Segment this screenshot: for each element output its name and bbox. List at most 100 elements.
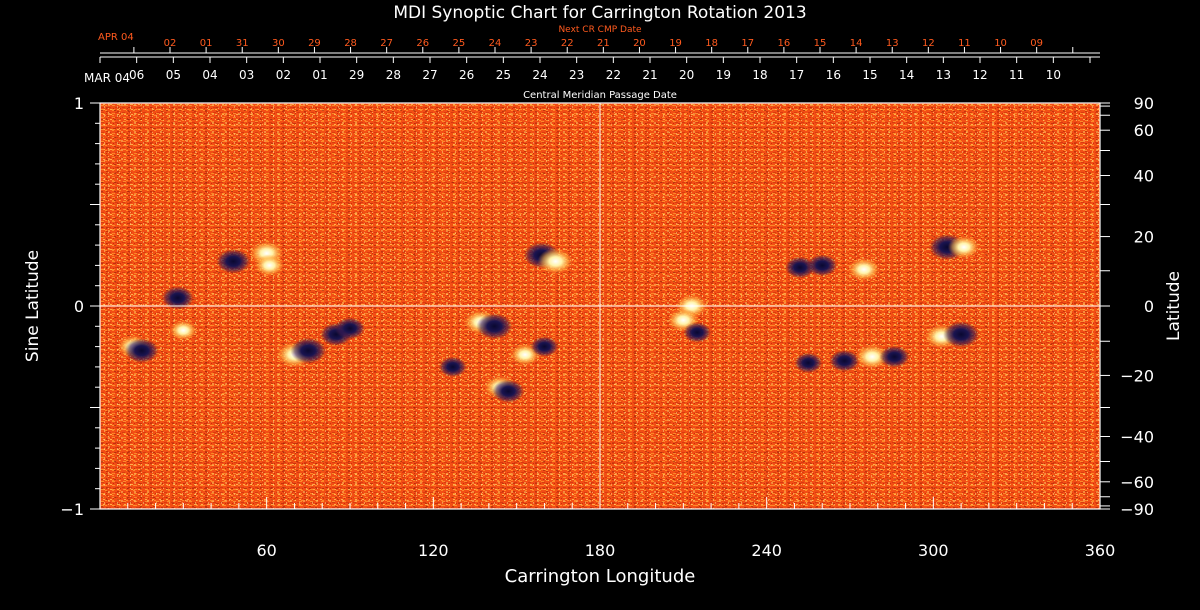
active-region-positive	[537, 248, 574, 275]
x-tick-label: 300	[918, 541, 949, 560]
cmp-start-label: MAR 04	[84, 71, 130, 85]
active-region-negative	[438, 356, 467, 378]
cmp-date-label: 24	[532, 68, 547, 82]
active-region-negative	[530, 336, 559, 357]
active-region-positive	[254, 254, 285, 277]
active-region-negative	[290, 337, 327, 364]
cmp-date-label: 27	[422, 68, 437, 82]
next-cmp-date-label: 28	[344, 38, 357, 49]
next-cmp-date-label: 29	[308, 38, 321, 49]
x-tick-label: 360	[1085, 541, 1116, 560]
grid-lines	[100, 103, 1100, 509]
y-right-tick-label: 60	[1134, 121, 1154, 140]
active-region-negative	[943, 321, 980, 348]
active-region-positive	[847, 257, 880, 282]
next-cmp-axis-label: Next CR CMP Date	[558, 25, 642, 35]
x-tick-label: 60	[256, 541, 276, 560]
y-left-tick-label: −1	[60, 500, 84, 519]
next-cmp-date-label: 11	[958, 38, 971, 49]
cmp-date-label: 19	[716, 68, 731, 82]
next-cmp-axis: 02 01 31 30 29 28 27 26 25 24 23 22 21 20 19 18 17 16 15 14…	[100, 38, 1100, 54]
next-cmp-date-label: 23	[525, 38, 538, 49]
active-region-negative	[879, 345, 910, 368]
cmp-date-label: 26	[459, 68, 474, 82]
y-right-tick-label: −60	[1120, 473, 1154, 492]
cmp-date-label: 25	[496, 68, 511, 82]
next-cmp-date-label: 13	[886, 38, 899, 49]
active-region-negative	[476, 313, 513, 340]
next-cmp-date-label: 20	[633, 38, 646, 49]
x-tick-label: 180	[585, 541, 616, 560]
active-region-negative	[161, 286, 194, 310]
next-cmp-date-label: 22	[561, 38, 574, 49]
next-cmp-date-label: 24	[489, 38, 502, 49]
cmp-date-label: 17	[789, 68, 804, 82]
y-right-tick-label: 20	[1134, 228, 1154, 247]
cmp-date-label: 15	[862, 68, 877, 82]
next-cmp-date-label: 30	[272, 38, 285, 49]
next-cmp-start-label: APR 04	[98, 32, 134, 43]
cmp-date-label: 13	[936, 68, 951, 82]
y-axis-right: 90 60 40 20 0 −20 −40 −60 −90	[1100, 94, 1154, 519]
active-region-negative	[829, 349, 860, 372]
next-cmp-date-label: 02	[164, 38, 177, 49]
next-cmp-date-label: 17	[741, 38, 754, 49]
cmp-date-label: 03	[239, 68, 254, 82]
x-tick-label: 240	[751, 541, 782, 560]
next-cmp-date-label: 31	[236, 38, 249, 49]
chart-title: MDI Synoptic Chart for Carrington Rotati…	[393, 3, 806, 23]
next-cmp-date-label: 12	[922, 38, 935, 49]
cmp-axis: 06 05 04 03 02 01 29 28 27 26 25 24 23 22 21 20 19 18 17 16…	[99, 56, 1100, 82]
next-cmp-date-label: 14	[850, 38, 863, 49]
cmp-date-label: 23	[569, 68, 584, 82]
cmp-date-label: 28	[386, 68, 401, 82]
cmp-date-label: 18	[752, 68, 767, 82]
next-cmp-date-label: 01	[200, 38, 213, 49]
cmp-date-label: 20	[679, 68, 694, 82]
x-axis: 60 120 180 240 300 360	[99, 497, 1116, 560]
cmp-date-label: 05	[166, 68, 181, 82]
next-cmp-date-label: 25	[453, 38, 466, 49]
cmp-date-label: 11	[1009, 68, 1024, 82]
active-region-negative	[785, 256, 815, 279]
y-right-tick-label: 0	[1144, 297, 1154, 316]
next-cmp-date-label: 09	[1030, 38, 1043, 49]
cmp-date-label: 21	[642, 68, 657, 82]
y-left-tick-label: 0	[74, 297, 84, 316]
active-region-negative	[683, 322, 712, 343]
next-cmp-date-label: 21	[597, 38, 610, 49]
cmp-date-label: 01	[312, 68, 327, 82]
y-axis-label-right: Latitude	[1164, 271, 1184, 341]
active-region-positive	[169, 320, 198, 341]
cmp-date-label: 29	[349, 68, 364, 82]
y-right-tick-label: −40	[1120, 427, 1154, 446]
next-cmp-date-label: 27	[380, 38, 393, 49]
active-region-positive	[855, 344, 890, 370]
next-cmp-date-label: 18	[705, 38, 718, 49]
cmp-date-label: 14	[899, 68, 914, 82]
active-region-negative	[807, 254, 838, 277]
y-right-tick-label: 40	[1134, 167, 1154, 186]
active-region-positive	[947, 235, 980, 259]
active-region-negative	[794, 352, 823, 374]
y-axis-left: 1 0 −1	[60, 94, 100, 519]
y-left-tick-label: 1	[74, 94, 84, 113]
next-cmp-date-label: 19	[669, 38, 682, 49]
cmp-date-label: 10	[1046, 68, 1061, 82]
y-right-tick-label: −20	[1120, 366, 1154, 385]
cmp-date-label: 02	[276, 68, 291, 82]
active-region-negative	[335, 317, 365, 340]
next-cmp-date-label: 26	[416, 38, 429, 49]
next-cmp-date-label: 10	[994, 38, 1007, 49]
x-axis-label: Carrington Longitude	[505, 566, 696, 587]
next-cmp-date-label: 16	[778, 38, 791, 49]
active-region-negative	[216, 249, 251, 274]
next-cmp-date-label: 15	[814, 38, 827, 49]
cmp-date-label: 22	[606, 68, 621, 82]
cmp-date-label: 16	[826, 68, 841, 82]
y-axis-label-left: Sine Latitude	[23, 250, 43, 362]
y-right-tick-label: −90	[1120, 500, 1154, 519]
active-regions	[117, 234, 980, 403]
cmp-date-label: 12	[972, 68, 987, 82]
